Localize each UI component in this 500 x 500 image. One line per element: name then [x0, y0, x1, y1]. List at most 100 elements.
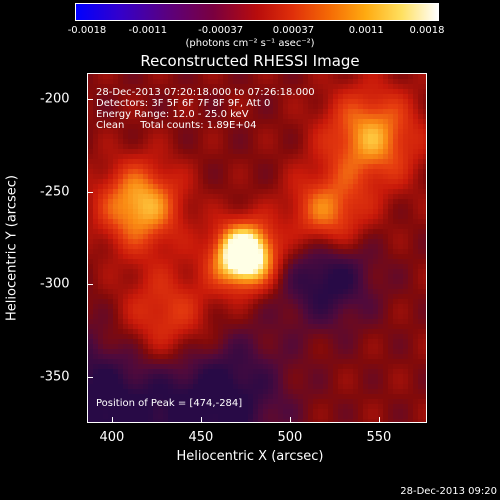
heatmap-cell	[233, 289, 238, 294]
heatmap-cell	[258, 344, 263, 349]
heatmap-cell	[93, 154, 98, 159]
heatmap-cell	[278, 324, 283, 329]
heatmap-cell	[88, 279, 93, 284]
heatmap-cell	[148, 314, 153, 319]
heatmap-cell	[108, 279, 113, 284]
heatmap-cell	[158, 139, 163, 144]
heatmap-cell	[123, 329, 128, 334]
heatmap-cell	[113, 289, 118, 294]
heatmap-cell	[193, 399, 198, 404]
heatmap-cell	[383, 249, 388, 254]
heatmap-cell	[413, 104, 418, 109]
heatmap-cell	[363, 184, 368, 189]
heatmap-cell	[183, 109, 188, 114]
heatmap-cell	[148, 214, 153, 219]
heatmap-cell	[403, 274, 408, 279]
heatmap-cell	[318, 119, 323, 124]
heatmap-cell	[358, 199, 363, 204]
heatmap-cell	[248, 419, 253, 422]
heatmap-cell	[408, 339, 413, 344]
heatmap-cell	[298, 139, 303, 144]
heatmap-cell	[243, 169, 248, 174]
heatmap-cell	[108, 359, 113, 364]
heatmap-cell	[198, 304, 203, 309]
heatmap-cell	[363, 274, 368, 279]
heatmap-cell	[408, 304, 413, 309]
heatmap-cell	[418, 189, 423, 194]
heatmap-cell	[173, 239, 178, 244]
heatmap-cell	[313, 374, 318, 379]
heatmap-cell	[138, 389, 143, 394]
heatmap-cell	[373, 184, 378, 189]
heatmap-cell	[128, 164, 133, 169]
heatmap-cell	[418, 344, 423, 349]
heatmap-cell	[238, 224, 243, 229]
heatmap-cell	[123, 319, 128, 324]
heatmap-cell	[413, 99, 418, 104]
heatmap-cell	[268, 149, 273, 154]
heatmap-cell	[353, 239, 358, 244]
heatmap-cell	[153, 229, 158, 234]
heatmap-cell	[293, 394, 298, 399]
heatmap-cell	[333, 379, 338, 384]
heatmap-cell	[403, 349, 408, 354]
energy-range: Energy Range: 12.0 - 25.0 keV	[96, 109, 249, 120]
heatmap-cell	[323, 159, 328, 164]
heatmap-cell	[268, 409, 273, 414]
heatmap-cell	[153, 184, 158, 189]
heatmap-cell	[193, 89, 198, 94]
heatmap-cell	[258, 239, 263, 244]
heatmap-cell	[278, 89, 283, 94]
heatmap-cell	[363, 99, 368, 104]
heatmap-cell	[293, 299, 298, 304]
heatmap-cell	[193, 389, 198, 394]
heatmap-cell	[118, 134, 123, 139]
heatmap-cell	[358, 164, 363, 169]
heatmap-cell	[253, 214, 258, 219]
heatmap-cell	[128, 239, 133, 244]
heatmap-cell	[308, 109, 313, 114]
heatmap-cell	[408, 79, 413, 84]
heatmap-cell	[153, 394, 158, 399]
heatmap-cell	[208, 239, 213, 244]
heatmap-cell	[203, 264, 208, 269]
heatmap-cell	[323, 214, 328, 219]
heatmap-cell	[208, 254, 213, 259]
heatmap-cell	[213, 249, 218, 254]
heatmap-cell	[173, 234, 178, 239]
heatmap-cell	[158, 244, 163, 249]
heatmap-cell	[283, 99, 288, 104]
heatmap-cell	[243, 229, 248, 234]
heatmap-cell	[243, 339, 248, 344]
heatmap-cell	[128, 414, 133, 419]
heatmap-cell	[343, 179, 348, 184]
heatmap-cell	[408, 84, 413, 89]
heatmap-cell	[98, 304, 103, 309]
heatmap-cell	[253, 174, 258, 179]
heatmap-cell	[398, 399, 403, 404]
heatmap-cell	[283, 274, 288, 279]
heatmap-cell	[153, 89, 158, 94]
heatmap-cell	[353, 189, 358, 194]
heatmap-cell	[388, 294, 393, 299]
heatmap-cell	[133, 294, 138, 299]
heatmap-cell	[223, 339, 228, 344]
heatmap-cell	[153, 209, 158, 214]
heatmap-cell	[183, 304, 188, 309]
heatmap-cell	[423, 104, 426, 109]
heatmap-cell	[153, 224, 158, 229]
heatmap-cell	[263, 209, 268, 214]
heatmap-cell	[368, 104, 373, 109]
heatmap-cell	[178, 419, 183, 422]
heatmap-cell	[208, 269, 213, 274]
heatmap-cell	[188, 204, 193, 209]
heatmap-cell	[278, 299, 283, 304]
heatmap-cell	[413, 109, 418, 114]
heatmap-cell	[168, 149, 173, 154]
heatmap-cell	[168, 354, 173, 359]
heatmap-cell	[393, 109, 398, 114]
heatmap-cell	[243, 319, 248, 324]
heatmap-cell	[388, 249, 393, 254]
heatmap-cell	[268, 94, 273, 99]
heatmap-cell	[353, 79, 358, 84]
